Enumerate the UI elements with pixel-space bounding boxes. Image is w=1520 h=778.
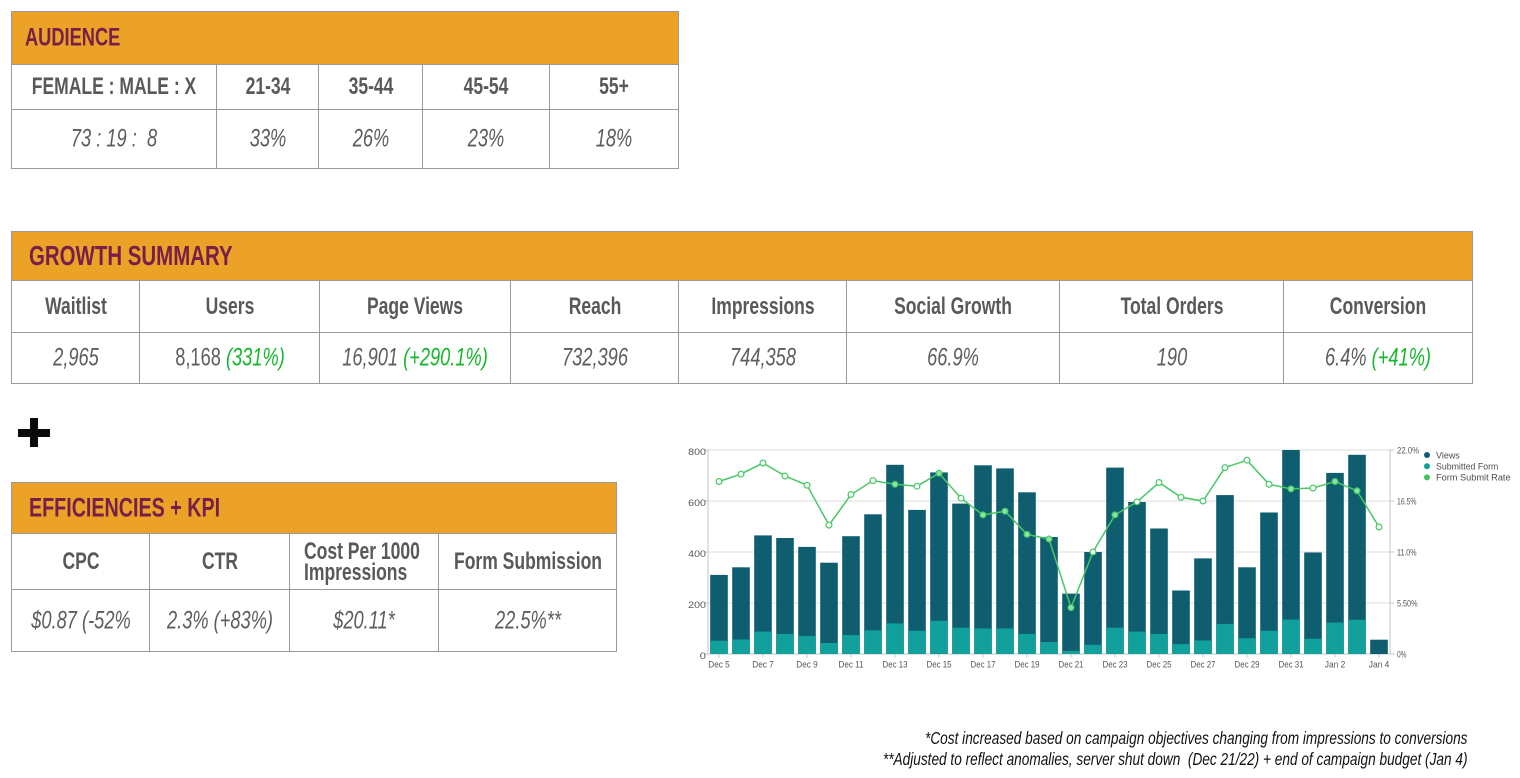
svg-text:Dec 25: Dec 25 xyxy=(1147,660,1172,671)
svg-text:Dec 11: Dec 11 xyxy=(839,660,864,671)
svg-text:Dec 5: Dec 5 xyxy=(708,660,730,671)
svg-text:Jan 2: Jan 2 xyxy=(1325,660,1346,671)
svg-text:Dec 27: Dec 27 xyxy=(1191,660,1216,671)
svg-text:Dec 17: Dec 17 xyxy=(971,660,996,671)
svg-text:Views: Views xyxy=(1436,450,1460,461)
svg-text:400: 400 xyxy=(688,549,706,560)
svg-text:Dec 21: Dec 21 xyxy=(1059,660,1084,671)
svg-text:5.50%: 5.50% xyxy=(1397,599,1418,610)
svg-text:0: 0 xyxy=(700,651,706,662)
svg-text:0%: 0% xyxy=(1397,650,1407,661)
svg-text:Submitted Form: Submitted Form xyxy=(1436,462,1498,473)
svg-text:800: 800 xyxy=(688,447,706,458)
svg-text:600: 600 xyxy=(688,498,706,509)
svg-text:Dec 13: Dec 13 xyxy=(883,660,908,671)
svg-text:Dec 7: Dec 7 xyxy=(752,660,774,671)
svg-text:16.5%: 16.5% xyxy=(1397,497,1417,508)
svg-text:Dec 29: Dec 29 xyxy=(1235,660,1260,671)
svg-text:200: 200 xyxy=(688,600,706,611)
svg-text:11.0%: 11.0% xyxy=(1397,548,1417,559)
svg-text:Dec 31: Dec 31 xyxy=(1279,660,1304,671)
svg-text:Form Submit Rate: Form Submit Rate xyxy=(1436,473,1511,484)
svg-text:Jan 4: Jan 4 xyxy=(1369,660,1390,671)
svg-text:22.0%: 22.0% xyxy=(1397,446,1419,457)
svg-text:Dec 23: Dec 23 xyxy=(1103,660,1128,671)
svg-text:Dec 15: Dec 15 xyxy=(927,660,952,671)
svg-text:Dec 19: Dec 19 xyxy=(1015,660,1040,671)
svg-text:Dec 9: Dec 9 xyxy=(796,660,818,671)
